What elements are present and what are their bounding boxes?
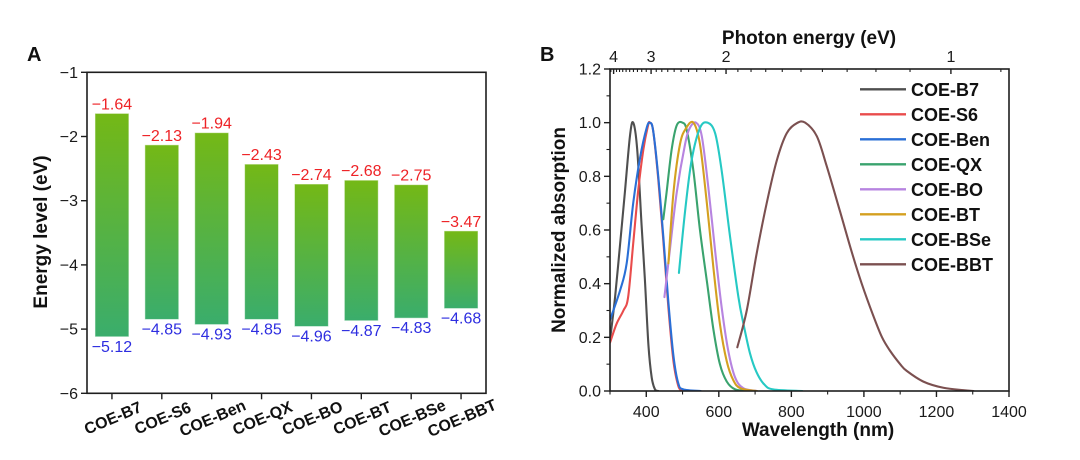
legend-label: COE-BBT <box>911 255 993 275</box>
energy-bar <box>144 144 180 320</box>
legend-item: COE-BO <box>860 180 983 200</box>
top-value-label: −1.64 <box>92 96 133 113</box>
y-axis-title-b: Normalized absorption <box>549 127 570 333</box>
x-tick-label: 1400 <box>991 404 1027 421</box>
plot-frame-a <box>86 71 487 395</box>
energy-bar <box>293 183 329 328</box>
top-value-label: −1.94 <box>191 116 232 133</box>
panel-label-b: B <box>540 44 554 66</box>
y-tick-label: −6 <box>60 386 78 403</box>
top-value-label: −2.74 <box>291 167 332 184</box>
x-tick-label: 400 <box>633 404 660 421</box>
top-value-label: −3.47 <box>441 214 482 231</box>
x-tick-label: 1200 <box>919 404 955 421</box>
y-tick-label: 1.0 <box>579 115 601 132</box>
series-line-coe-b7 <box>610 121 660 391</box>
legend-item: COE-BSe <box>860 230 991 250</box>
top-tick-label: 2 <box>722 49 731 66</box>
bottom-value-label: −4.85 <box>241 321 282 338</box>
legend-item: COE-Ben <box>860 130 990 150</box>
legend-item: COE-BT <box>860 205 980 225</box>
x-axis-title-b: Wavelength (nm) <box>742 420 894 441</box>
bottom-value-label: −4.93 <box>191 327 232 344</box>
legend-item: COE-S6 <box>860 105 978 125</box>
y-tick-label: 0.2 <box>579 330 601 347</box>
category-label: COE-B7 <box>82 399 144 438</box>
panel-a-marks: −1−2−3−4−5−6−1.64−5.12COE-B7−2.13−4.85CO… <box>60 65 500 441</box>
series-line-coe-bo <box>663 121 758 391</box>
panel-b-curves <box>610 120 975 391</box>
series-line-coe-bse <box>677 121 804 391</box>
x-tick-label: 1000 <box>846 404 882 421</box>
series-line-coe-bbt <box>736 120 975 391</box>
legend-item: COE-BBT <box>860 255 993 275</box>
y-tick-label: 0.4 <box>579 276 601 293</box>
y-tick-label: −2 <box>60 129 78 146</box>
y-tick-label: −4 <box>60 257 78 274</box>
bottom-value-label: −4.83 <box>391 320 432 337</box>
series-line-coe-bt <box>667 120 758 391</box>
legend: COE-B7 COE-S6 COE-Ben COE-QX COE-BO COE-BT COE… <box>860 80 993 275</box>
top-tick-label: 1 <box>946 49 955 66</box>
panel-label-a: A <box>27 44 41 66</box>
top-tick-label: 3 <box>647 49 656 66</box>
y-axis-title-a: Energy level (eV) <box>31 155 52 308</box>
bottom-value-label: −4.87 <box>341 323 382 340</box>
legend-label: COE-QX <box>911 155 982 175</box>
y-tick-label: −3 <box>60 193 78 210</box>
y-tick-label: 0.6 <box>579 223 601 240</box>
energy-bar <box>393 184 429 319</box>
y-tick-label: −5 <box>60 322 78 339</box>
x-tick-label: 600 <box>705 404 732 421</box>
energy-bar <box>443 230 479 310</box>
y-tick-label: −1 <box>60 65 78 82</box>
top-value-label: −2.43 <box>241 147 282 164</box>
top-value-label: −2.13 <box>142 128 183 145</box>
top-axis-title: Photon energy (eV) <box>722 28 896 49</box>
bottom-value-label: −4.68 <box>441 311 482 328</box>
legend-label: COE-BT <box>911 205 980 225</box>
energy-bar <box>244 163 280 320</box>
series-line-coe-qx <box>662 120 749 391</box>
panel-b-absorption-chart: B Photon energy (eV) Wavelength (nm) Nor… <box>540 28 1027 441</box>
top-value-label: −2.68 <box>341 163 382 180</box>
x-tick-label: 800 <box>778 404 805 421</box>
series-line-coe-ben <box>610 121 702 391</box>
panel-a-energy-level-chart: A Energy level (eV) −1 −2 −3 −4 −5 −6 −1.64 −5.… <box>27 44 499 441</box>
top-value-label: −2.75 <box>391 168 432 185</box>
energy-bar <box>194 132 230 326</box>
panel-b-axes-marks: 400 600 800 1000 1200 1400 0.0 0.2 0.4 0.6 0.8 1.0 1… <box>579 49 1027 421</box>
energy-bar <box>343 179 379 322</box>
energy-bar <box>94 112 130 338</box>
legend-label: COE-S6 <box>911 105 978 125</box>
bottom-value-label: −4.96 <box>291 329 332 346</box>
legend-label: COE-BSe <box>911 230 991 250</box>
legend-label: COE-BO <box>911 180 983 200</box>
legend-label: COE-Ben <box>911 130 990 150</box>
bottom-value-label: −5.12 <box>92 339 133 356</box>
plot-frame-b <box>609 68 1010 392</box>
bottom-value-label: −4.85 <box>142 321 183 338</box>
legend-item: COE-QX <box>860 155 982 175</box>
legend-label: COE-B7 <box>911 80 979 100</box>
legend-item: COE-B7 <box>860 80 979 100</box>
y-tick-label: 1.2 <box>579 62 601 79</box>
y-tick-label: 0.0 <box>579 384 601 401</box>
y-tick-label: 0.8 <box>579 169 601 186</box>
top-tick-label: 4 <box>609 49 618 66</box>
